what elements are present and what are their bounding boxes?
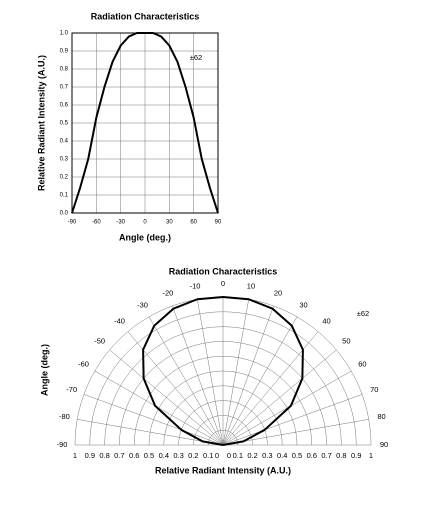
r-tick-label: 0.9 <box>351 451 361 460</box>
y-tick-label: 0.9 <box>60 49 69 55</box>
angle-tick-label: -50 <box>94 336 105 345</box>
grid-spoke <box>83 394 224 446</box>
r-tick-label: 1 <box>369 451 373 460</box>
x-tick-label: 90 <box>215 220 222 226</box>
grid-spoke <box>197 299 224 446</box>
y-tick-label: 0.3 <box>60 157 69 163</box>
r-tick-label: 0.1 <box>233 451 243 460</box>
grid-spoke <box>109 349 224 446</box>
grid-spoke <box>172 305 224 446</box>
y-tick-label: 0.5 <box>60 121 69 127</box>
y-tick-label: 0.8 <box>60 67 69 73</box>
chart-title: Radiation Characteristics <box>169 266 278 276</box>
r-tick-label: 0.8 <box>336 451 346 460</box>
grid-spoke <box>77 419 224 446</box>
x-tick-label: -60 <box>92 220 101 226</box>
r-tick-label: 0.4 <box>277 451 287 460</box>
grid-spoke <box>127 331 224 446</box>
angle-tick-label: -90 <box>57 440 68 449</box>
r-tick-label: 0.1 <box>203 451 213 460</box>
angle-tick-label: -20 <box>163 289 174 298</box>
annotation: ±62 <box>357 309 369 318</box>
grid-spoke <box>222 394 363 446</box>
data-line <box>142 296 304 446</box>
angle-tick-label: 20 <box>274 289 282 298</box>
x-tick-label: -30 <box>116 220 125 226</box>
grid-spoke <box>148 316 224 446</box>
grid-spoke <box>222 331 319 446</box>
x-tick-label: 30 <box>166 220 173 226</box>
y-tick-label: 1.0 <box>60 31 69 37</box>
chart-title: Radiation Characteristics <box>91 11 200 21</box>
y-tick-label: 0.2 <box>60 175 69 181</box>
y-axis-label: Relative Radiant Intensity (A.U.) <box>36 55 46 191</box>
r-tick-label: 0.9 <box>85 451 95 460</box>
grid-spoke <box>222 299 249 446</box>
angle-tick-label: -80 <box>59 412 70 421</box>
r-tick-label: 0.3 <box>262 451 272 460</box>
angle-tick-label: 50 <box>342 336 350 345</box>
x-tick-label: -90 <box>68 220 77 226</box>
angle-tick-label: -10 <box>190 281 201 290</box>
r-tick-label: 0.6 <box>307 451 317 460</box>
grid-spoke <box>222 316 298 446</box>
angle-tick-label: 90 <box>380 440 388 449</box>
r-tick-label: 1 <box>73 451 77 460</box>
angle-tick-label: -40 <box>114 317 125 326</box>
r-tick-label: 0.5 <box>144 451 154 460</box>
angle-tick-label: 0 <box>221 279 225 288</box>
grid-spoke <box>222 305 274 446</box>
grid-spoke <box>222 349 337 446</box>
angle-tick-label: -30 <box>137 301 148 310</box>
r-tick-label: 0.8 <box>99 451 109 460</box>
r-tick-label: 0.5 <box>292 451 302 460</box>
angle-tick-label: -70 <box>66 385 77 394</box>
angle-tick-label: 70 <box>370 385 378 394</box>
x-tick-label: 60 <box>190 220 197 226</box>
y-tick-label: 0.7 <box>60 85 69 91</box>
annotation: ±62 <box>190 53 202 62</box>
x-axis-label: Relative Radiant Intensity (A.U.) <box>155 465 291 475</box>
grid-spoke <box>222 419 369 446</box>
r-tick-label: 0 <box>227 451 231 460</box>
r-tick-label: 0.2 <box>188 451 198 460</box>
angle-tick-label: 60 <box>358 359 366 368</box>
angle-tick-label: 80 <box>377 412 385 421</box>
r-tick-label: 0.7 <box>114 451 124 460</box>
y-tick-label: 0.4 <box>60 139 69 145</box>
angle-tick-label: 10 <box>247 281 255 290</box>
y-tick-label: 0.6 <box>60 103 69 109</box>
r-tick-label: 0.2 <box>247 451 257 460</box>
r-tick-label: 0 <box>215 451 219 460</box>
data-line <box>71 32 219 214</box>
angle-tick-label: -60 <box>78 359 89 368</box>
x-axis-label: Angle (deg.) <box>119 232 171 242</box>
angle-tick-label: 40 <box>322 317 330 326</box>
r-tick-label: 0.6 <box>129 451 139 460</box>
r-tick-label: 0.4 <box>159 451 169 460</box>
r-tick-label: 0.3 <box>173 451 183 460</box>
y-axis-label: Angle (deg.) <box>39 344 49 396</box>
angle-tick-label: 30 <box>299 301 307 310</box>
r-tick-label: 0.7 <box>321 451 331 460</box>
x-tick-label: 0 <box>143 220 147 226</box>
y-tick-label: 0.1 <box>60 193 69 199</box>
y-tick-label: 0.0 <box>60 211 69 217</box>
